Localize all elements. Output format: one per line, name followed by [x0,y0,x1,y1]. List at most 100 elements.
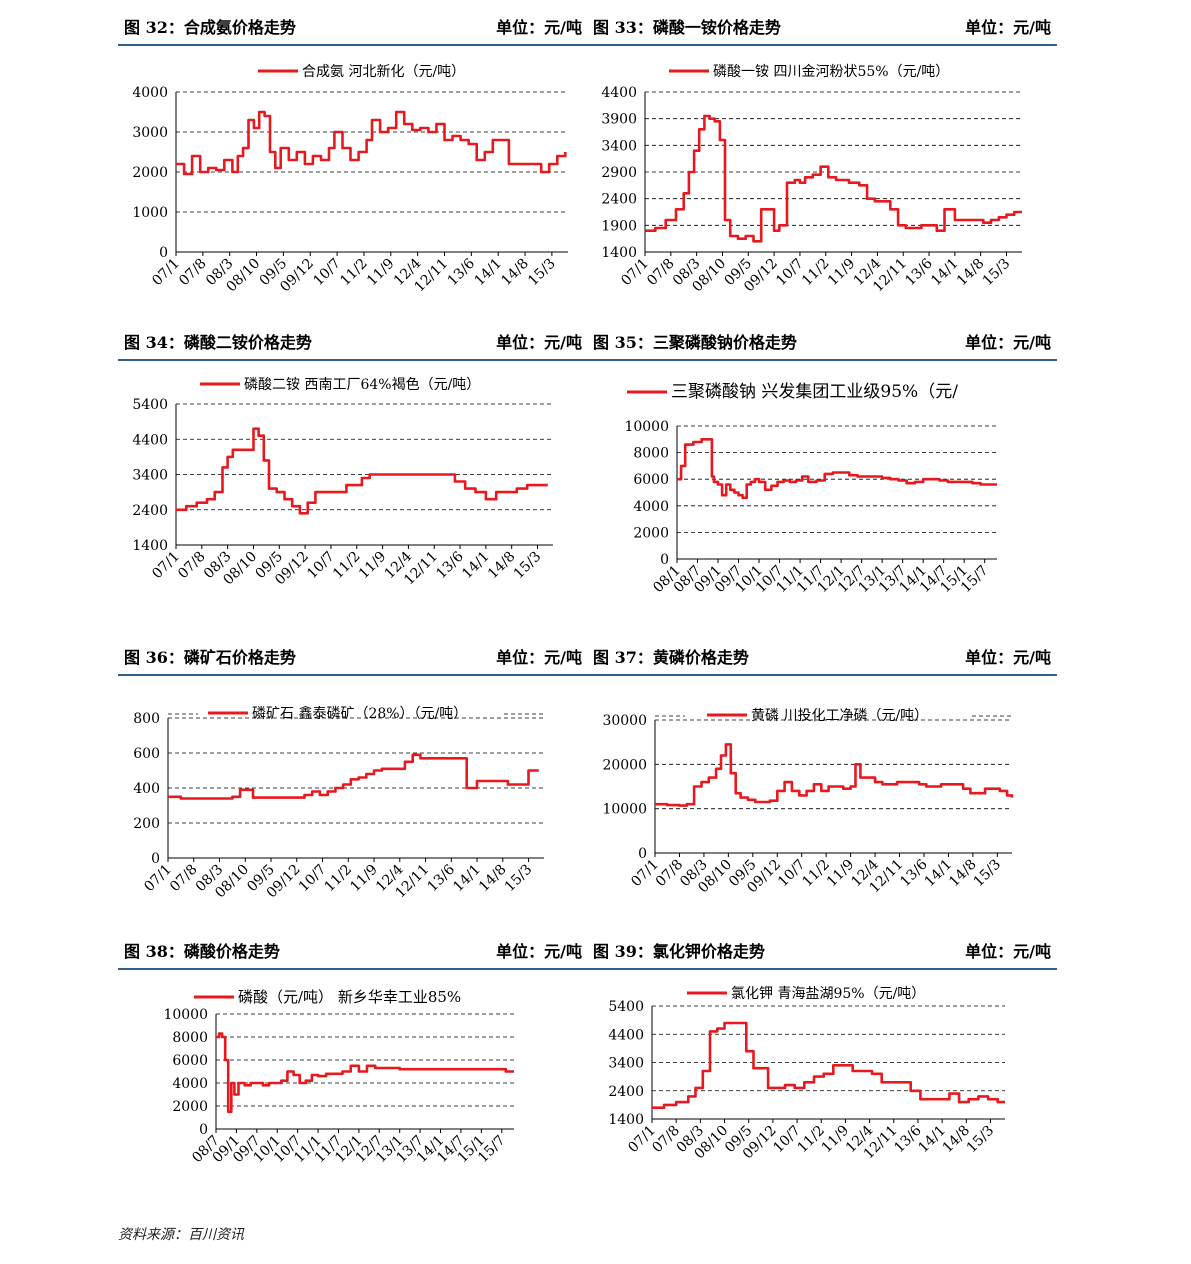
x-tick-label: 07/8 [175,549,209,583]
figure-unit: 单位：元/吨 [496,333,582,352]
figure-title: 图 39：氯化钾价格走势 [593,942,765,961]
x-tick-label: 11/9 [825,256,859,290]
x-tick-label: 15/3 [980,256,1014,290]
y-tick-label: 10000 [163,1007,208,1023]
figure-unit: 单位：元/吨 [496,18,582,37]
figure-title: 图 35：三聚磷酸钠价格走势 [593,333,797,352]
x-tick-label: 11/9 [347,862,381,896]
y-tick-label: 1400 [601,245,637,261]
x-tick-label: 11/2 [799,256,833,290]
x-tick-label: 10/7 [304,549,338,583]
figure-unit: 单位：元/吨 [965,333,1051,352]
x-tick-label: 15/3 [964,1123,998,1157]
legend-label: 氯化钾 青海盐湖95%（元/吨） [731,986,925,1002]
y-tick-label: 2900 [601,165,637,181]
x-tick-label: 07/1 [628,857,662,891]
panel-header: 图 36：磷矿石价格走势 单位：元/吨 [118,638,588,676]
y-tick-label: 20000 [602,757,647,773]
y-tick-label: 1900 [601,218,637,234]
x-tick-label: 07/8 [167,862,201,896]
x-tick-label: 11/2 [322,862,356,896]
chart-fig33: 140019002400290034003900440007/107/808/3… [601,64,1022,295]
series-line [677,438,997,500]
y-tick-label: 4400 [608,1027,644,1043]
x-tick-label: 07/1 [149,256,183,290]
x-tick-label: 14/1 [450,862,484,896]
figure-title: 图 37：黄磷价格走势 [593,648,749,667]
x-tick-label: 07/1 [141,862,175,896]
x-tick-label: 11/9 [824,857,858,891]
y-tick-label: 4400 [132,432,168,448]
series-line [176,427,548,515]
y-tick-label: 5400 [132,397,168,413]
x-tick-label: 13/6 [433,548,467,582]
y-tick-label: 4400 [601,85,637,101]
y-tick-label: 3400 [601,138,637,154]
x-tick-label: 11/2 [799,857,833,891]
y-tick-label: 1000 [132,205,168,221]
x-tick-label: 10/7 [310,256,344,290]
panel-fig38: 图 38：磷酸价格走势 单位：元/吨 0 2000 4000 6000 8000 1000… [118,932,588,1166]
y-tick-label: 5400 [608,999,644,1015]
chart-fig36: 020040060080007/107/808/308/1009/509/121… [133,705,544,901]
x-tick-label: 13/6 [425,861,459,895]
figure-title: 图 34：磷酸二铵价格走势 [124,333,312,352]
legend-label: 磷矿石 鑫泰磷矿（28%）（元/吨） [252,705,467,722]
source-note: 资料来源：百川资讯 [118,1227,244,1243]
panel-fig37: 图 37：黄磷价格走势 单位：元/吨 0 10000 20000 30000 07/1 0… [587,638,1057,896]
figure-unit: 单位：元/吨 [965,648,1051,667]
x-tick-label: 14/8 [946,857,980,891]
chart-fig38: 020004000600080001000008/709/109/710/110… [163,988,514,1166]
panel-header: 图 32：合成氨价格走势 单位：元/吨 [118,8,588,46]
x-tick-label: 14/8 [485,549,519,583]
figure-title: 图 32：合成氨价格走势 [124,18,296,37]
figure-title: 图 33：磷酸一铵价格走势 [593,18,781,37]
x-tick-label: 15/3 [511,549,545,583]
legend-label: 磷酸（元/吨） 新乡华幸工业85% [238,988,461,1006]
x-tick-label: 14/8 [476,862,510,896]
y-tick-label: 3400 [608,1056,644,1072]
panel-fig32: 图 32：合成氨价格走势 单位：元/吨 0 1000 2000 3000 4000 07/… [118,8,588,295]
y-tick-label: 2400 [608,1084,644,1100]
x-tick-label: 13/6 [445,255,479,289]
y-tick-label: 800 [133,711,160,727]
panel-header: 图 35：三聚磷酸钠价格走势 单位：元/吨 [587,323,1057,361]
y-tick-label: 2400 [132,503,168,519]
y-tick-label: 3400 [132,468,168,484]
x-tick-label: 10/7 [296,862,330,896]
series-line [168,753,539,800]
y-tick-label: 0 [151,851,160,867]
series-line [216,1032,514,1114]
y-tick-label: 8000 [172,1030,208,1046]
x-tick-label: 15/3 [525,256,559,290]
y-tick-label: 600 [133,746,160,762]
panel-fig35: 图 35：三聚磷酸钠价格走势 单位：元/吨 0 2000 4000 6000 8000 1… [587,323,1057,596]
y-tick-label: 4000 [132,85,168,101]
panel-header: 图 38：磷酸价格走势 单位：元/吨 [118,932,588,970]
x-tick-label: 07/8 [644,256,678,290]
x-tick-label: 14/1 [471,256,505,290]
y-tick-label: 3900 [601,112,637,128]
x-tick-label: 11/2 [330,549,364,583]
legend-label: 磷酸二铵 西南工厂64%褐色（元/吨） [244,376,480,393]
y-tick-label: 400 [133,781,160,797]
figure-unit: 单位：元/吨 [496,942,582,961]
chart-fig37: 010000200003000007/107/808/308/1009/509/… [602,707,1014,896]
legend-label: 三聚磷酸钠 兴发集团工业级95%（元/ [671,382,958,402]
panel-fig33: 图 33：磷酸一铵价格走势 单位：元/吨 1400 1900 2400 2900 340… [587,8,1057,295]
y-tick-label: 1400 [608,1112,644,1128]
y-tick-label: 6000 [633,472,669,488]
y-tick-label: 2000 [633,525,669,541]
series-line [655,743,1014,807]
y-tick-label: 8000 [633,446,669,462]
y-tick-label: 0 [159,245,168,261]
x-tick-label: 14/8 [954,256,988,290]
panel-fig39: 图 39：氯化钾价格走势 单位：元/吨 1400 2400 3400 4400 5400… [587,932,1057,1162]
y-tick-label: 2400 [601,192,637,208]
x-tick-label: 11/2 [337,256,371,290]
panel-header: 图 33：磷酸一铵价格走势 单位：元/吨 [587,8,1057,46]
y-tick-label: 2000 [132,165,168,181]
legend-label: 黄磷 川投化工净磷（元/吨） [751,707,928,724]
x-tick-label: 13/6 [902,255,936,289]
figure-unit: 单位：元/吨 [965,18,1051,37]
